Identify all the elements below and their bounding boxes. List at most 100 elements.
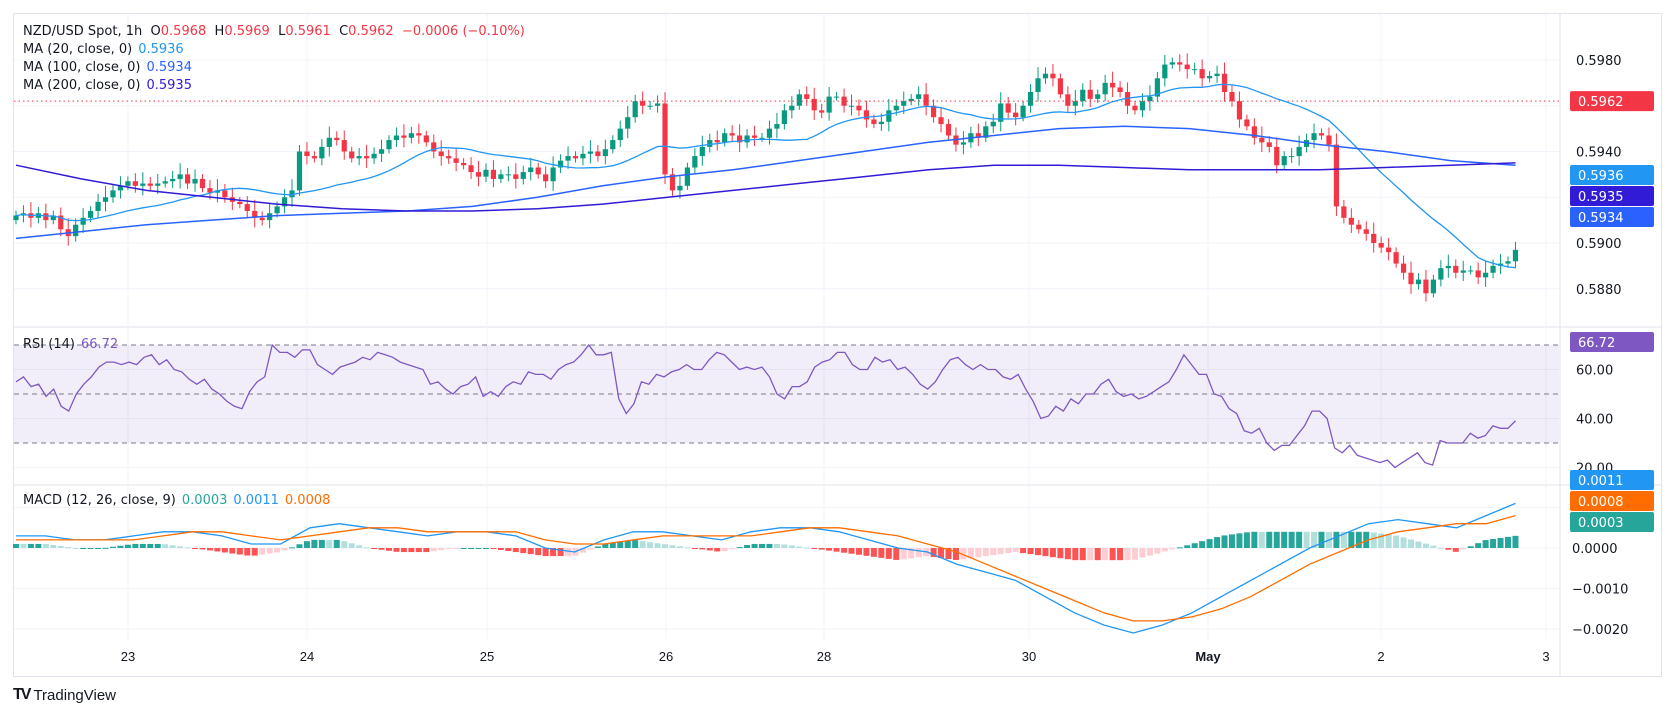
macd-histogram-bar: [751, 543, 758, 548]
macd-histogram-bar: [654, 543, 661, 548]
candle-body: [1378, 243, 1384, 248]
candle-body: [505, 174, 511, 176]
macd-histogram-bar: [229, 548, 236, 554]
macd-histogram-bar: [453, 548, 460, 549]
macd-histogram-bar: [855, 548, 862, 555]
candle-body: [1512, 249, 1519, 262]
candle-body: [960, 142, 967, 145]
open-value: 0.5968: [160, 24, 207, 39]
high-label: H: [214, 24, 225, 39]
candle-body: [1199, 69, 1205, 79]
macd-histogram-bar: [960, 548, 967, 560]
macd-histogram-bar: [1251, 531, 1258, 548]
macd-histogram-bar: [386, 548, 392, 551]
macd-histogram-bar: [878, 548, 885, 558]
candle-body: [1035, 78, 1041, 93]
tradingview-logo[interactable]: TV TradingView: [13, 686, 116, 704]
macd-histogram-bar: [1363, 531, 1370, 548]
macd-histogram-bar: [371, 548, 378, 549]
candle-body: [1445, 265, 1451, 269]
macd-histogram-bar: [20, 543, 27, 548]
candle-body: [602, 149, 608, 157]
candle-body: [662, 103, 668, 175]
candle-body: [550, 167, 556, 182]
macd-histogram-bar: [1340, 531, 1347, 548]
candle-body: [826, 96, 832, 113]
candle-body: [819, 110, 825, 113]
candle-body: [1192, 69, 1198, 71]
macd-histogram-bar: [251, 548, 258, 556]
candles: [13, 53, 1519, 302]
macd-histogram-bar: [303, 541, 310, 548]
candle-body: [1020, 105, 1026, 118]
candle-body: [184, 174, 191, 184]
rsi-label: RSI (14): [23, 337, 75, 352]
candle-body: [1348, 217, 1354, 225]
macd-histogram-bar: [870, 548, 877, 557]
candle-body: [1169, 62, 1175, 65]
candle-body: [311, 156, 317, 159]
macd-hist-value: 0.0003: [181, 493, 228, 508]
ma200-value: 0.5935: [146, 78, 192, 93]
macd-histogram-bar: [87, 548, 94, 549]
candle-body: [1221, 73, 1228, 93]
macd-histogram-bar: [1475, 543, 1482, 548]
candle-body: [923, 94, 929, 106]
macd-histogram-bar: [259, 548, 266, 555]
macd-histogram-bar: [42, 544, 49, 548]
candle-body: [140, 183, 146, 186]
macd-histogram: [13, 531, 1519, 561]
candle-body: [222, 190, 228, 198]
candle-body: [677, 185, 683, 191]
macd-histogram-bar: [1072, 548, 1079, 561]
candle-body: [1356, 224, 1362, 230]
macd-histogram-bar: [117, 545, 124, 548]
candle-body: [1468, 270, 1474, 272]
candle-body: [893, 105, 899, 111]
candle-body: [438, 151, 444, 157]
macd-histogram-bar: [475, 548, 482, 549]
candle-body: [834, 96, 840, 98]
macd-histogram-bar: [192, 548, 199, 549]
candle-body: [117, 185, 124, 191]
candle-body: [490, 169, 497, 179]
macd-histogram-bar: [706, 548, 713, 551]
candle-body: [95, 201, 101, 211]
macd-histogram-bar: [50, 545, 57, 548]
macd-histogram-bar: [1049, 548, 1056, 558]
candle-body: [856, 105, 862, 111]
macd-label: MACD (12, 26, close, 9): [23, 493, 176, 508]
candle-body: [587, 151, 594, 154]
macd-histogram-bar: [1467, 546, 1474, 548]
macd-histogram-bar: [356, 545, 363, 548]
ma100-legend: MA (100, close, 0) 0.5934: [23, 59, 192, 77]
rsi-tick-label: 40.00: [1576, 413, 1613, 428]
candle-body: [1124, 92, 1131, 106]
candle-body: [863, 110, 870, 120]
candle-body: [848, 105, 855, 107]
candle-body: [252, 210, 258, 218]
macd-histogram-bar: [557, 548, 564, 557]
macd-histogram-bar: [214, 548, 221, 552]
candle-body: [1065, 94, 1071, 106]
macd-histogram-bar: [691, 548, 698, 549]
high-value: 0.5969: [224, 24, 270, 39]
macd-histogram-bar: [333, 539, 340, 548]
macd-legend: MACD (12, 26, close, 9) 0.0003 0.0011 0.000…: [23, 492, 330, 510]
candle-body: [386, 140, 392, 150]
macd-histogram-bar: [1370, 532, 1377, 548]
candle-body: [1326, 135, 1332, 145]
price-tick-label: 0.5900: [1576, 237, 1622, 252]
candle-body: [707, 140, 713, 147]
macd-histogram-bar: [975, 548, 982, 558]
macd-histogram-bar: [841, 548, 848, 553]
macd-histogram-bar: [1206, 539, 1213, 548]
rsi-line: [15, 343, 1516, 469]
low-value: 0.5961: [285, 24, 331, 39]
macd-histogram-bar: [1333, 531, 1340, 548]
macd-histogram-bar: [400, 548, 407, 553]
time-tick-label: 26: [659, 649, 673, 664]
candle-body: [207, 188, 213, 193]
candle-body: [781, 110, 787, 125]
